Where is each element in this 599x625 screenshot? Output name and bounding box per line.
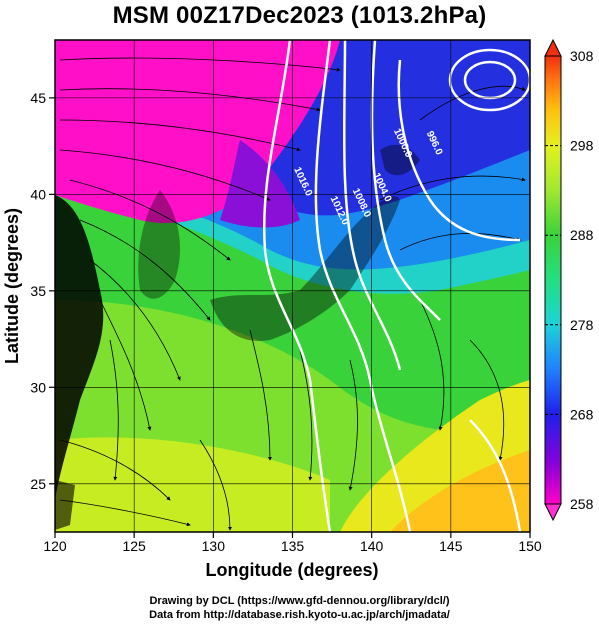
graticule — [55, 40, 530, 532]
colorbar-max-triangle — [544, 38, 562, 57]
x-tick-label: 120 — [43, 538, 67, 554]
colorbar: 308 298 288 278 268 258 — [544, 38, 594, 522]
x-tick-label: 130 — [202, 538, 226, 554]
y-tick-label: 25 — [30, 476, 46, 492]
x-axis-ticks: 120 125 130 135 140 145 150 — [43, 532, 542, 554]
x-axis-label: Longitude (degrees) — [205, 560, 378, 580]
colorbar-tick-label: 268 — [570, 406, 594, 422]
x-tick-label: 140 — [360, 538, 384, 554]
x-tick-label: 125 — [122, 538, 146, 554]
temperature-band-warmer — [55, 437, 330, 532]
coastline-land — [55, 144, 420, 530]
y-tick-label: 45 — [30, 90, 46, 106]
colorbar-tick-label: 278 — [570, 317, 594, 333]
y-axis-label: Latitude (degrees) — [2, 208, 22, 364]
isobar-lines — [263, 40, 530, 532]
credit-drawing: Drawing by DCL (https://www.gfd-dennou.o… — [149, 595, 450, 607]
temperature-band-purple — [220, 140, 300, 228]
credit-data: Data from http://database.rish.kyoto-u.a… — [149, 609, 450, 621]
x-tick-label: 145 — [439, 538, 463, 554]
colorbar-min-triangle — [544, 503, 562, 522]
y-tick-label: 30 — [30, 379, 46, 395]
colorbar-ticks: 308 298 288 278 268 258 — [545, 48, 594, 512]
colorbar-tick-label: 258 — [570, 496, 594, 512]
colorbar-tick-label: 308 — [570, 48, 594, 64]
y-tick-label: 40 — [30, 186, 46, 202]
chart-title: MSM 00Z17Dec2023 (1013.2hPa) — [112, 2, 487, 29]
colorbar-tick-label: 288 — [570, 227, 594, 243]
temperature-band-coldest — [55, 40, 340, 224]
colorbar-gradient — [544, 55, 562, 505]
temperature-band-hot — [390, 450, 530, 532]
y-tick-label: 35 — [30, 283, 46, 299]
x-tick-label: 135 — [281, 538, 305, 554]
y-axis-ticks: 25 30 35 40 45 — [30, 90, 55, 492]
x-tick-label: 150 — [518, 538, 542, 554]
wind-streamlines — [59, 57, 526, 531]
colorbar-tick-label: 298 — [570, 138, 594, 154]
